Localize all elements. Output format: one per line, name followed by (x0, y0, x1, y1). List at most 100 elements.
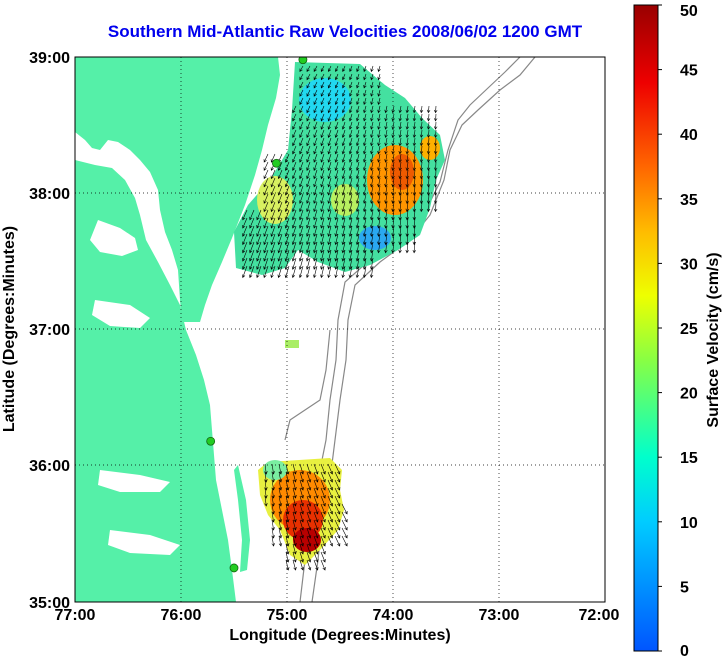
velocity-arrow (433, 113, 438, 122)
velocity-arrow (334, 249, 339, 262)
velocity-arrow (327, 471, 333, 483)
velocity-arrow (299, 551, 304, 563)
velocity-arrow (299, 487, 304, 499)
velocity-arrow (320, 97, 325, 106)
velocity-arrow (405, 241, 409, 254)
velocity-arrow (291, 209, 297, 221)
velocity-arrow (313, 89, 318, 97)
velocity-arrow (405, 201, 409, 213)
velocity-arrow (362, 177, 367, 188)
velocity-arrow (369, 225, 374, 237)
velocity-arrow (306, 487, 312, 499)
colorbar-tick-label: 10 (680, 515, 698, 532)
velocity-arrow (327, 209, 332, 221)
velocity-arrow (263, 249, 269, 262)
velocity-arrow (334, 145, 339, 155)
velocity-arrow (327, 519, 333, 531)
velocity-arrow (377, 201, 381, 213)
velocity-arrow (299, 161, 304, 171)
velocity-arrow (433, 169, 438, 180)
velocity-arrow (320, 193, 325, 204)
velocity-arrow (320, 511, 326, 523)
velocity-arrow (349, 81, 353, 89)
velocity-arrow (313, 129, 318, 138)
velocity-arrow (398, 177, 402, 188)
x-tick-label: 74:00 (373, 607, 414, 624)
velocity-arrow (412, 161, 417, 171)
velocity-arrow (291, 177, 297, 188)
velocity-arrow (355, 137, 360, 147)
velocity-arrow (348, 121, 353, 130)
velocity-arrow (405, 185, 409, 196)
velocity-arrow (320, 137, 325, 147)
velocity-arrow (349, 89, 353, 97)
velocity-arrow (299, 81, 304, 89)
velocity-arrow (369, 241, 374, 254)
velocity-arrow (334, 169, 339, 180)
velocity-arrow (313, 121, 318, 130)
velocity-arrow (292, 495, 297, 507)
velocity-arrow (419, 161, 424, 171)
colorbar-tick-label: 20 (680, 386, 698, 403)
velocity-arrow (292, 479, 297, 491)
velocity-arrow (327, 153, 332, 163)
velocity-arrow (249, 217, 255, 229)
velocity-arrow (299, 511, 304, 523)
velocity-arrow (327, 233, 332, 246)
velocity-arrow (341, 89, 346, 97)
velocity-arrow (256, 225, 262, 237)
velocity-arrow (284, 217, 290, 229)
velocity-arrow (377, 209, 381, 221)
velocity-arrow (277, 249, 283, 262)
colorbar-tick-label: 40 (680, 127, 698, 144)
velocity-arrow (299, 97, 304, 106)
velocity-arrow (306, 65, 311, 73)
velocity-arrow (419, 121, 424, 130)
velocity-arrow (426, 177, 431, 188)
velocity-arrow (334, 463, 341, 475)
velocity-field (299, 78, 351, 122)
velocity-arrow (306, 241, 311, 254)
velocity-arrow (334, 113, 339, 122)
velocity-arrow (370, 121, 374, 130)
velocity-arrow (355, 241, 360, 254)
velocity-arrow (313, 201, 318, 213)
radar-stations (206, 57, 308, 573)
velocity-arrow (398, 121, 402, 130)
velocity-arrow (362, 249, 367, 262)
velocity-field (263, 460, 287, 480)
velocity-arrow (348, 105, 353, 114)
velocity-arrow (320, 495, 326, 507)
velocity-arrow (320, 209, 325, 221)
velocity-arrow (271, 471, 275, 483)
velocity-arrow (292, 105, 297, 114)
velocity-arrow (348, 161, 353, 171)
velocity-arrow (355, 169, 360, 180)
velocity-arrow (313, 249, 318, 262)
velocity-arrow (334, 153, 339, 163)
velocity-arrow (426, 105, 431, 114)
velocity-arrow (313, 217, 318, 229)
colorbar (633, 4, 659, 652)
velocity-arrow (362, 209, 367, 221)
x-tick-label: 77:00 (55, 607, 96, 624)
velocity-arrow (270, 201, 276, 213)
velocity-arrow (291, 201, 297, 213)
velocity-arrow (384, 161, 388, 171)
plot-frame (74, 56, 606, 603)
velocity-arrow (412, 241, 417, 254)
velocity-arrow (313, 233, 318, 246)
velocity-arrow (434, 105, 438, 114)
velocity-arrow (370, 217, 374, 229)
velocity-arrow (370, 81, 374, 89)
velocity-arrow (263, 233, 269, 246)
velocity-arrow (433, 121, 438, 130)
velocity-arrow (256, 265, 262, 279)
velocity-arrow (426, 129, 431, 139)
velocity-arrow (292, 121, 297, 130)
velocity-arrow (362, 233, 367, 246)
velocity-arrow (242, 217, 248, 229)
velocity-arrow (433, 145, 438, 155)
velocity-arrow (298, 257, 304, 270)
velocity-arrow (306, 193, 311, 204)
